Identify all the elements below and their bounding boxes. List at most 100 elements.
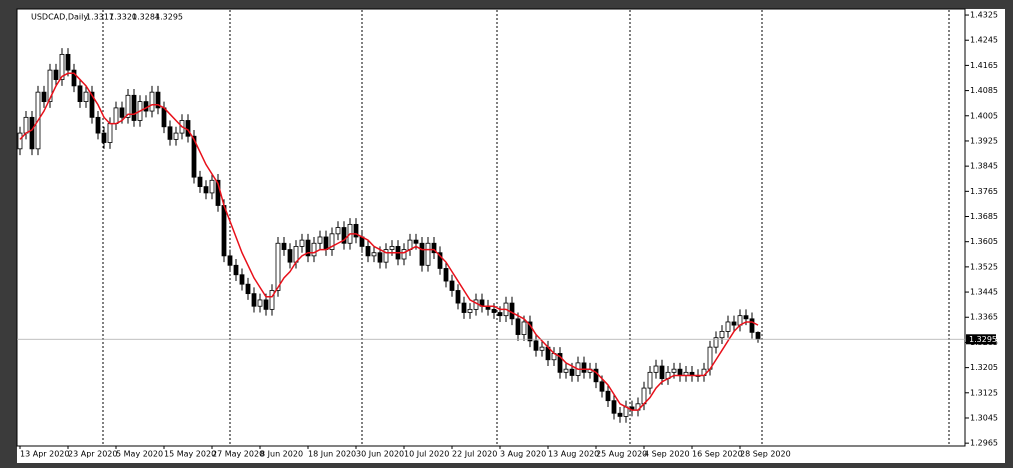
- y-tick-label: 1.4005: [970, 111, 998, 120]
- candle-body: [401, 249, 407, 260]
- candle-body: [731, 321, 737, 326]
- y-tick-label: 1.4165: [970, 61, 998, 70]
- candle-body: [581, 362, 587, 373]
- x-tick-label: 15 May 2020: [164, 450, 216, 459]
- y-tick-label: 1.3445: [970, 288, 998, 297]
- y-tick-label: 1.2965: [970, 439, 998, 448]
- candle-body: [749, 318, 755, 333]
- x-tick-label: 23 Apr 2020: [68, 450, 117, 459]
- candle-body: [59, 53, 65, 80]
- candle-body: [437, 252, 443, 269]
- y-tick-label: 1.3205: [970, 363, 998, 372]
- candle-body: [383, 249, 389, 263]
- candle-body: [251, 293, 257, 307]
- y-tick-label: 1.3925: [970, 136, 998, 145]
- y-tick-label: 1.4085: [970, 86, 998, 95]
- candle-body: [317, 236, 323, 244]
- candle-body: [29, 116, 35, 150]
- x-tick-label: 3 Aug 2020: [500, 450, 546, 459]
- candle-body: [167, 126, 173, 140]
- candle-body: [173, 132, 179, 140]
- candle-body: [155, 91, 161, 109]
- candle-body: [41, 91, 47, 103]
- candle-body: [227, 255, 233, 266]
- candle-body: [425, 242, 431, 266]
- candle-body: [287, 249, 293, 263]
- candle-body: [599, 381, 605, 392]
- candle-body: [671, 368, 677, 373]
- candle-body: [305, 239, 311, 257]
- x-tick-label: 13 Aug 2020: [548, 450, 599, 459]
- candle-body: [197, 176, 203, 188]
- candle-body: [755, 331, 761, 340]
- x-tick-label: 16 Sep 2020: [692, 450, 743, 459]
- candle-body: [461, 302, 467, 313]
- y-tick-label: 1.3045: [970, 413, 998, 422]
- candle-body: [95, 116, 101, 134]
- x-tick-label: 30 Jun 2020: [356, 450, 404, 459]
- candle-body: [449, 280, 455, 291]
- candle-body: [557, 353, 563, 373]
- x-tick-label: 13 Apr 2020: [20, 450, 69, 459]
- y-tick-label: 1.3525: [970, 262, 998, 271]
- candle-body: [245, 283, 251, 295]
- candle-body: [521, 321, 527, 335]
- candle-body: [209, 179, 215, 194]
- candle-body: [533, 340, 539, 351]
- candle-body: [203, 186, 209, 194]
- candle-body: [107, 123, 113, 143]
- candle-body: [329, 233, 335, 250]
- candle-body: [311, 242, 317, 257]
- candle-body: [413, 239, 419, 244]
- candle-body: [335, 227, 341, 235]
- x-tick-label: 22 Jul 2020: [452, 450, 497, 459]
- candle-body: [77, 85, 83, 103]
- x-tick-label: 4 Sep 2020: [644, 450, 690, 459]
- y-tick-label: 1.4325: [970, 11, 998, 20]
- y-tick-label: 1.3365: [970, 313, 998, 322]
- candle-body: [119, 107, 125, 118]
- candle-body: [389, 246, 395, 250]
- ohlc-close: 1.3295: [155, 13, 183, 22]
- candle-body: [725, 321, 731, 332]
- candle-body: [617, 412, 623, 417]
- candle-body: [419, 242, 425, 266]
- candle-body: [281, 242, 287, 250]
- price-label-box: [966, 334, 996, 345]
- candle-body: [233, 264, 239, 276]
- y-tick-label: 1.4245: [970, 36, 998, 45]
- candle-body: [353, 223, 359, 238]
- candle-body: [659, 365, 665, 380]
- candle-body: [365, 246, 371, 257]
- ohlc-high: 1.3320: [109, 13, 137, 22]
- x-tick-label: 25 Aug 2020: [596, 450, 647, 459]
- candle-body: [467, 308, 473, 313]
- candle-body: [71, 69, 77, 87]
- candle-body: [677, 368, 683, 376]
- period-separators: [102, 10, 950, 446]
- candle-body: [89, 91, 95, 118]
- candle-body: [275, 242, 281, 291]
- candle-body: [605, 390, 611, 402]
- candle-body: [239, 274, 245, 285]
- candle-body: [65, 53, 71, 71]
- candle-body: [569, 368, 575, 376]
- candle-body: [23, 116, 29, 134]
- candle-body: [131, 94, 137, 121]
- candle-body: [647, 371, 653, 389]
- candle-body: [323, 236, 329, 250]
- candle-body: [257, 299, 263, 307]
- x-tick-label: 8 Jun 2020: [260, 450, 303, 459]
- price-label: 1.3295: [969, 335, 997, 344]
- x-tick-label: 28 Sep 2020: [740, 450, 791, 459]
- x-tick-label: 5 May 2020: [116, 450, 163, 459]
- candle-body: [125, 94, 131, 118]
- candle-body: [719, 331, 725, 339]
- chart-panel: [17, 9, 1005, 463]
- x-tick-label: 10 Jul 2020: [404, 450, 449, 459]
- candle-body: [101, 132, 107, 143]
- candle-body: [497, 312, 503, 317]
- candle-body: [191, 135, 197, 178]
